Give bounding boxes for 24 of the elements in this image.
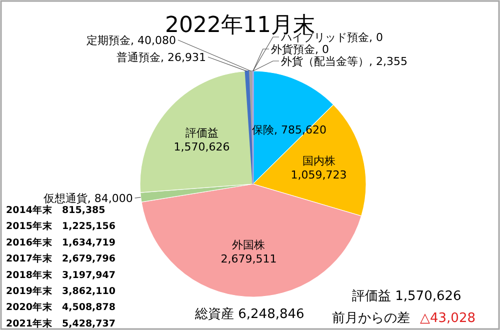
slice-label: 普通預金, 26,931 xyxy=(116,51,206,64)
text: 2019年末 3,862,110 xyxy=(6,285,116,297)
slice-label: 外貨（配当金等）, 2,355 xyxy=(281,55,408,68)
slice-label: 仮想通貨, 84,000 xyxy=(43,192,133,206)
category-label: 外貨預金, 0 xyxy=(271,43,329,56)
data-label: 1,570,626 xyxy=(174,140,230,154)
text: 2014年末 815,385 xyxy=(6,204,106,216)
text: 2016年末 1,634,719 xyxy=(6,236,116,248)
slice-label: 評価益 xyxy=(185,126,218,140)
text: △43,028 xyxy=(420,311,476,326)
data-label: 2,679,511 xyxy=(220,252,277,266)
text: 総資産 6,248,846 xyxy=(194,306,304,322)
pie-slice xyxy=(244,70,254,185)
text: 前月からの差 xyxy=(332,311,410,326)
text: 2020年末 4,508,878 xyxy=(6,301,116,314)
slice-label: 外国株 xyxy=(232,238,266,252)
slice-label: 国内株 xyxy=(302,154,336,168)
text: 2017年末 2,679,796 xyxy=(6,252,116,265)
slice-label: 定期預金, 40,080 xyxy=(86,34,176,47)
text: 2018年末 3,197,947 xyxy=(6,268,116,281)
text: 2015年末 1,225,156 xyxy=(6,220,116,232)
text: 評価益 1,570,626 xyxy=(352,289,462,304)
text: 2021年末 5,428,737 xyxy=(6,317,116,330)
data-label: 1,059,723 xyxy=(290,168,347,182)
